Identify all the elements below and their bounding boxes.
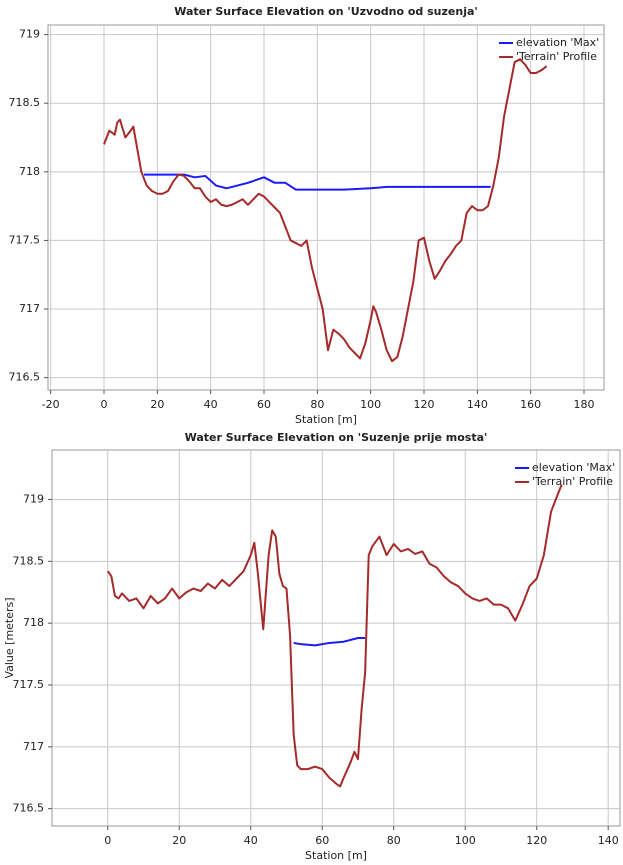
x-tick-label: 0 [101, 398, 108, 411]
x-tick-label: 0 [104, 834, 111, 847]
x-tick-label: 100 [455, 834, 476, 847]
legend-label: 'Terrain' Profile [516, 50, 597, 63]
y-tick-label: 717.5 [9, 233, 41, 246]
y-tick-label: 718.5 [13, 554, 45, 567]
x-tick-label: 40 [204, 398, 218, 411]
x-tick-label: 60 [257, 398, 271, 411]
plot-area [51, 449, 621, 827]
y-tick-label: 717.5 [13, 678, 45, 691]
chart-title: Water Surface Elevation on 'Uzvodno od s… [174, 5, 478, 18]
y-tick-label: 717 [19, 302, 40, 315]
x-tick-label: -20 [42, 398, 60, 411]
legend-label: elevation 'Max' [516, 36, 599, 49]
y-tick-label: 718 [23, 616, 44, 629]
data-line [293, 637, 366, 647]
x-tick-label: 140 [467, 398, 488, 411]
x-axis-label: Station [m] [295, 413, 357, 426]
x-tick-label: 120 [526, 834, 547, 847]
chart-title: Water Surface Elevation on 'Suzenje prij… [185, 431, 488, 444]
legend-label: 'Terrain' Profile [532, 475, 613, 488]
y-tick-label: 718.5 [9, 96, 41, 109]
x-tick-label: 80 [310, 398, 324, 411]
x-tick-label: 100 [360, 398, 381, 411]
y-tick-label: 718 [19, 165, 40, 178]
y-tick-label: 717 [23, 740, 44, 753]
y-tick-label: 719 [23, 492, 44, 505]
x-tick-label: 40 [244, 834, 258, 847]
y-tick-label: 716.5 [13, 802, 45, 815]
x-tick-label: 160 [520, 398, 541, 411]
x-tick-label: 20 [150, 398, 164, 411]
chart: Water Surface Elevation on 'Uzvodno od s… [9, 5, 605, 426]
data-line [106, 484, 563, 788]
y-tick-label: 716.5 [9, 371, 41, 384]
x-tick-label: 140 [598, 834, 619, 847]
x-tick-label: 60 [315, 834, 329, 847]
y-axis-label: Value [meters] [3, 597, 16, 678]
data-line [103, 58, 548, 363]
x-axis-label: Station [m] [305, 849, 367, 862]
chart: Water Surface Elevation on 'Suzenje prij… [3, 431, 621, 862]
y-tick-label: 719 [19, 28, 40, 41]
x-tick-label: 80 [387, 834, 401, 847]
x-tick-label: 20 [172, 834, 186, 847]
x-tick-label: 120 [414, 398, 435, 411]
legend-label: elevation 'Max' [532, 461, 615, 474]
data-line [144, 173, 491, 191]
x-tick-label: 180 [574, 398, 595, 411]
